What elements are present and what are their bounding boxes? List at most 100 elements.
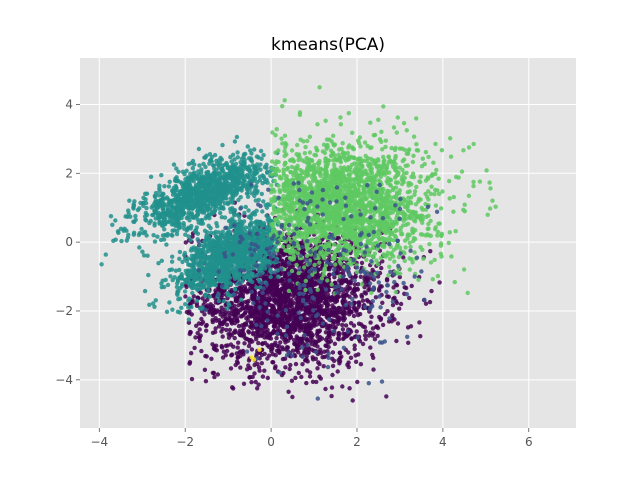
data-point-series-0	[307, 374, 313, 379]
data-point-series-1	[222, 171, 227, 176]
data-point-series-0	[371, 355, 376, 360]
data-point-series-0	[295, 300, 300, 305]
data-point-series-1	[242, 210, 247, 216]
data-point-series-0	[329, 385, 335, 390]
data-point-series-0	[299, 374, 304, 380]
data-point-series-1	[260, 239, 265, 245]
data-point-series-0	[397, 306, 402, 311]
data-point-series-1	[194, 298, 200, 303]
data-point-series-1	[214, 234, 219, 240]
data-point-series-0	[235, 345, 240, 350]
data-point-series-0	[273, 364, 278, 369]
data-point-series-1	[177, 310, 183, 315]
data-point-series-0	[279, 286, 285, 291]
data-point-series-1	[206, 173, 211, 178]
data-point-series-1	[174, 231, 180, 237]
data-point-series-0	[237, 332, 243, 338]
data-point-series-1	[170, 307, 175, 312]
data-point-series-1	[276, 274, 281, 279]
data-point-series-0	[254, 330, 260, 335]
data-point-series-0	[347, 285, 353, 291]
data-point-series-1	[218, 234, 223, 239]
data-point-series-1	[156, 215, 162, 220]
data-point-series-0	[371, 331, 376, 336]
data-point-series-1	[189, 205, 194, 211]
data-point-series-0	[183, 240, 188, 245]
data-point-series-0	[229, 320, 234, 325]
data-point-series-0	[249, 305, 254, 310]
data-point-series-0	[351, 313, 357, 319]
data-point-series-0	[359, 260, 365, 266]
data-point-series-1	[181, 188, 186, 194]
data-point-series-1	[232, 139, 238, 144]
data-point-series-0	[353, 307, 358, 312]
data-point-series-1	[227, 165, 233, 170]
data-point-series-1	[236, 272, 241, 277]
data-point-series-0	[294, 340, 299, 346]
data-point-series-0	[204, 354, 209, 359]
data-point-series-1	[247, 164, 252, 169]
data-point-series-1	[222, 201, 228, 206]
data-point-series-0	[280, 345, 285, 350]
data-point-series-0	[243, 336, 248, 341]
data-point-series-0	[362, 285, 367, 290]
data-point-series-0	[355, 312, 361, 318]
data-point-series-1	[264, 162, 269, 167]
data-point-series-0	[340, 298, 345, 304]
data-point-series-0	[257, 368, 262, 373]
data-point-series-0	[364, 298, 370, 303]
data-point-series-0	[271, 318, 276, 323]
data-point-series-1	[240, 273, 245, 278]
data-point-series-1	[192, 268, 197, 274]
data-point-series-0	[272, 323, 277, 328]
data-point-series-0	[202, 299, 208, 304]
data-point-series-0	[189, 351, 194, 356]
data-point-series-0	[241, 381, 247, 386]
data-point-series-0	[219, 309, 224, 314]
data-point-series-0	[249, 347, 255, 352]
data-point-series-1	[247, 276, 253, 281]
data-point-series-0	[349, 336, 354, 341]
data-point-series-1	[240, 167, 246, 172]
data-point-series-0	[330, 350, 336, 355]
data-point-series-0	[236, 323, 242, 329]
data-point-series-0	[328, 297, 334, 302]
data-point-series-1	[214, 221, 219, 226]
data-point-series-1	[133, 217, 138, 222]
data-point-series-1	[175, 223, 180, 228]
data-point-series-1	[198, 306, 203, 311]
data-point-series-1	[215, 191, 220, 196]
data-point-series-1	[184, 259, 189, 264]
data-point-series-0	[314, 331, 320, 337]
data-point-series-0	[248, 337, 253, 343]
data-point-series-1	[119, 238, 124, 244]
data-point-series-0	[304, 336, 310, 342]
data-point-series-0	[333, 299, 338, 305]
data-point-series-1	[165, 196, 171, 202]
data-point-series-0	[340, 294, 345, 299]
data-point-series-0	[353, 353, 358, 358]
data-point-series-1	[148, 174, 154, 179]
data-point-series-0	[287, 366, 292, 372]
data-point-series-1	[246, 208, 251, 213]
data-point-series-0	[394, 338, 399, 344]
data-point-series-0	[293, 361, 299, 367]
data-point-series-1	[179, 272, 184, 277]
data-point-series-1	[153, 209, 158, 215]
data-point-series-0	[256, 315, 261, 320]
data-point-series-1	[179, 305, 184, 310]
data-point-series-0	[369, 314, 374, 319]
data-point-series-0	[423, 301, 429, 306]
data-point-series-0	[276, 292, 282, 297]
data-point-series-1	[254, 254, 259, 259]
data-point-series-0	[350, 398, 355, 403]
data-point-series-0	[368, 345, 373, 350]
data-point-series-0	[295, 276, 300, 281]
data-point-series-0	[232, 303, 237, 309]
data-point-series-1	[188, 237, 193, 243]
data-point-series-1	[248, 148, 253, 153]
data-point-series-0	[249, 320, 254, 325]
data-point-series-1	[237, 260, 242, 266]
data-point-series-1	[113, 237, 118, 242]
data-point-series-0	[241, 325, 246, 331]
